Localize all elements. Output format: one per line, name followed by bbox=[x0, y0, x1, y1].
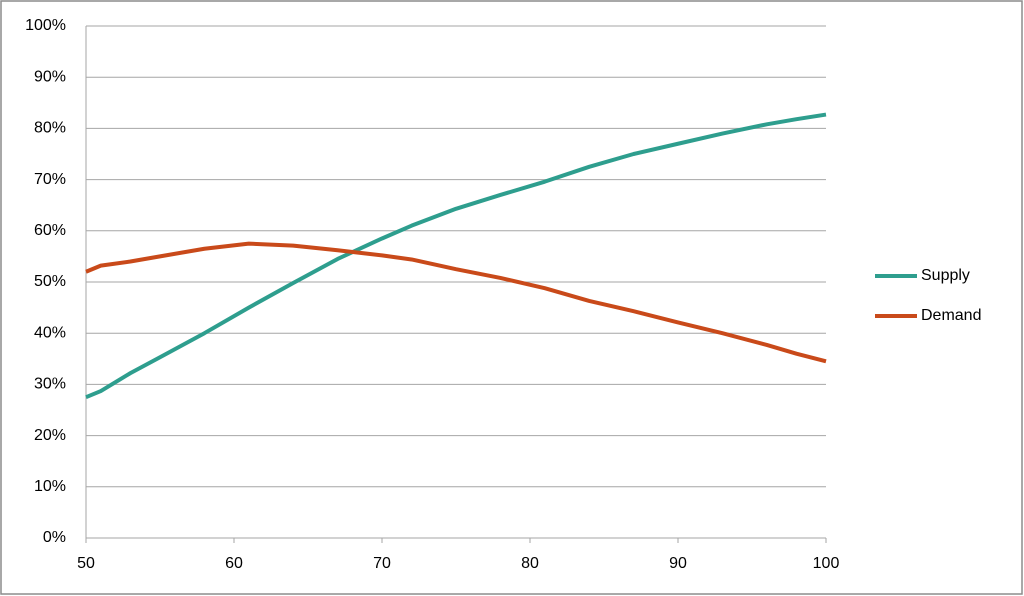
x-tick-label: 100 bbox=[813, 555, 840, 572]
y-tick-label: 0% bbox=[43, 529, 66, 546]
x-tick-label: 60 bbox=[225, 555, 243, 572]
y-tick-label: 90% bbox=[34, 68, 66, 85]
x-tick-label: 70 bbox=[373, 555, 391, 572]
y-tick-label: 80% bbox=[34, 120, 66, 137]
series-line bbox=[85, 241, 827, 364]
y-tick-label: 70% bbox=[34, 171, 66, 188]
y-tick-label: 10% bbox=[34, 478, 66, 495]
y-tick-label: 40% bbox=[34, 324, 66, 341]
x-tick-label: 80 bbox=[521, 555, 539, 572]
legend-label: Supply bbox=[921, 267, 970, 284]
y-tick-label: 50% bbox=[34, 273, 66, 290]
x-tick-label: 50 bbox=[77, 555, 95, 572]
y-tick-label: 60% bbox=[34, 222, 66, 239]
series-line bbox=[85, 112, 827, 400]
legend-label: Demand bbox=[921, 307, 981, 324]
y-tick-label: 20% bbox=[34, 427, 66, 444]
x-tick-label: 90 bbox=[669, 555, 687, 572]
y-tick-label: 100% bbox=[25, 17, 66, 34]
y-tick-label: 30% bbox=[34, 376, 66, 393]
